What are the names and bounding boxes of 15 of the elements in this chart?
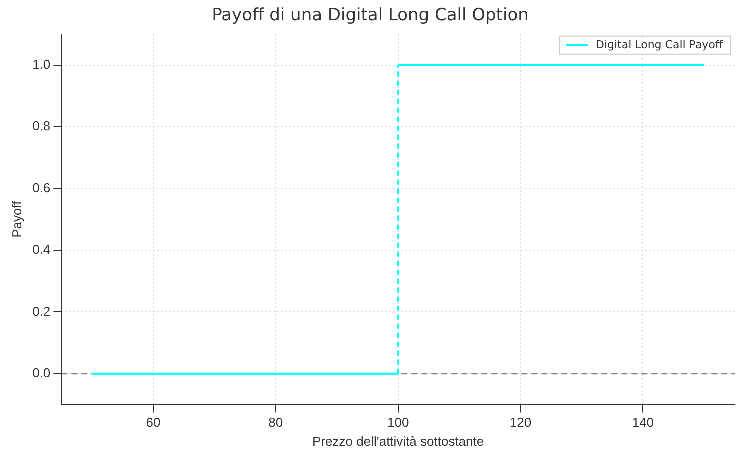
chart-title: Payoff di una Digital Long Call Option	[212, 6, 529, 26]
y-tick-label: 0.2	[32, 304, 51, 319]
x-axis-title: Prezzo dell'attività sottostante	[312, 434, 484, 449]
x-tick-label: 120	[510, 415, 532, 430]
y-tick-label: 0.0	[32, 366, 51, 381]
y-tick-label: 1.0	[32, 56, 51, 72]
legend-label: Digital Long Call Payoff	[596, 38, 724, 52]
y-axis-title: Payoff	[9, 200, 24, 238]
x-tick-label: 60	[146, 415, 161, 430]
x-tick-label: 80	[268, 415, 284, 430]
y-tick-label: 0.4	[32, 242, 51, 258]
y-tick-label: 0.6	[32, 180, 51, 196]
x-tick-label: 100	[387, 415, 410, 430]
x-tick-label: 140	[632, 415, 654, 430]
y-tick-label: 0.8	[32, 118, 51, 134]
